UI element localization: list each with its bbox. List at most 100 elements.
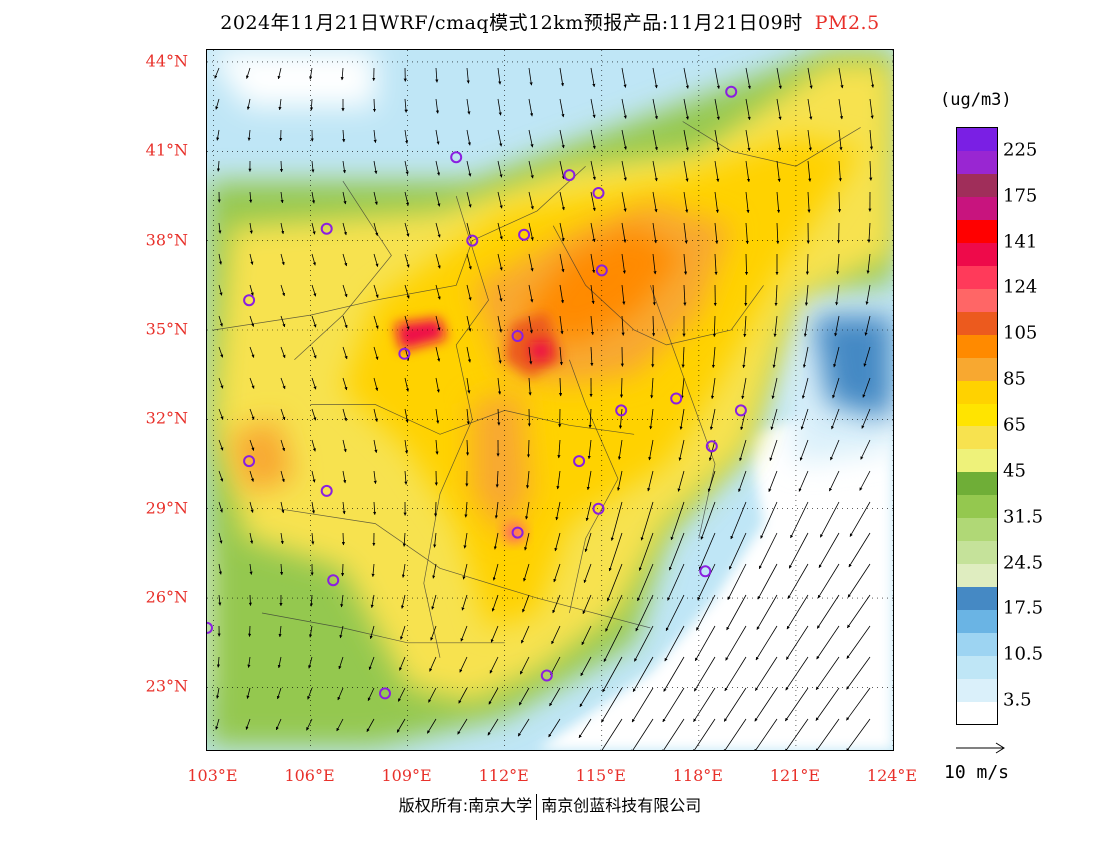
wind-arrow	[218, 253, 223, 265]
wind-arrow	[559, 315, 564, 335]
lat-label: 26°N	[145, 587, 188, 607]
wind-arrow	[786, 594, 809, 630]
wind-arrow	[835, 284, 840, 306]
wind-arrow	[771, 377, 778, 400]
wind-arrow	[776, 129, 782, 152]
wind-arrow	[745, 191, 750, 214]
wind-arrow	[215, 98, 220, 110]
wind-arrow	[754, 718, 778, 750]
wind-arrow	[776, 222, 780, 245]
city-stations	[207, 85, 747, 700]
wind-arrow	[585, 501, 592, 522]
wind-arrow	[460, 625, 468, 642]
wind-arrow	[846, 656, 871, 690]
city-station-marker	[540, 669, 553, 682]
wind-arrow	[579, 687, 592, 708]
wind-arrow	[214, 67, 220, 79]
wind-arrow	[662, 687, 685, 723]
wind-arrow	[621, 222, 627, 243]
wind-arrow	[819, 501, 840, 538]
legend-swatch	[957, 563, 997, 587]
wind-arrow	[582, 594, 592, 615]
wind-arrow	[862, 377, 871, 398]
wind-arrow	[249, 191, 253, 203]
province-border	[294, 180, 392, 361]
wind-arrow	[741, 377, 747, 400]
copyright-left: 版权所有:南京大学	[398, 796, 533, 815]
wind-arrow	[457, 718, 468, 735]
wind-arrow	[590, 129, 596, 150]
wind-arrow	[341, 532, 345, 546]
legend-label: 65	[1003, 414, 1026, 436]
wind-arrow	[634, 625, 654, 662]
wind-arrow	[869, 160, 873, 181]
wind-arrow	[466, 315, 472, 332]
wind-arrow	[497, 129, 503, 147]
wind-arrow	[605, 594, 623, 632]
wind-arrow	[838, 67, 844, 89]
wind-arrow	[342, 160, 346, 174]
wind-arrow	[816, 594, 840, 629]
legend-label: 24.5	[1003, 552, 1044, 574]
wind-arrow	[249, 408, 255, 420]
wind-arrow	[550, 656, 561, 676]
wind-arrow	[280, 501, 285, 514]
wind-arrow	[495, 470, 499, 488]
wind-arrow	[817, 563, 840, 599]
title-main: 2024年11月21日WRF/cmaq模式12km预报产品:11月21日09时	[220, 12, 803, 34]
city-station-marker	[595, 264, 608, 277]
wind-reference-label: 10 m/s	[944, 762, 1010, 783]
wind-arrow	[638, 532, 654, 571]
wind-arrow	[525, 501, 530, 520]
lat-label: 29°N	[145, 498, 188, 518]
legend-label: 45	[1003, 460, 1026, 482]
legend-swatch	[957, 219, 997, 244]
wind-arrow	[373, 160, 378, 175]
wind-arrow	[799, 439, 809, 461]
wind-arrow	[396, 718, 406, 733]
wind-arrow	[700, 501, 716, 540]
wind-arrow	[773, 315, 778, 338]
wind-arrow	[581, 625, 592, 646]
wind-arrow	[770, 408, 778, 431]
concentration-patch	[342, 136, 861, 628]
wind-arrow	[400, 594, 406, 609]
wind-arrow	[528, 129, 534, 148]
wind-arrow	[218, 439, 224, 451]
wind-arrow	[754, 687, 778, 722]
wind-arrow	[608, 532, 623, 572]
wind-arrow	[493, 532, 499, 550]
wind-arrow	[559, 98, 565, 118]
city-station-marker	[450, 151, 463, 164]
wind-arrow	[647, 470, 654, 492]
wind-arrow	[311, 160, 315, 173]
province-border	[310, 404, 635, 435]
wind-arrow	[693, 687, 716, 722]
wind-arrow	[248, 594, 252, 606]
wind-arrow	[558, 377, 563, 397]
wind-arrow	[336, 718, 344, 732]
legend-swatch	[957, 678, 997, 702]
wind-arrow	[342, 129, 346, 143]
wind-arrow	[815, 687, 840, 721]
wind-arrow	[218, 284, 223, 296]
legend-swatch	[957, 632, 997, 656]
wind-arrow	[528, 191, 534, 210]
wind-arrow	[435, 284, 441, 300]
wind-arrow	[466, 253, 472, 270]
wind-arrow	[435, 98, 440, 114]
wind-arrow	[280, 532, 284, 545]
wind-arrow	[549, 687, 561, 707]
wind-arrow	[637, 563, 654, 602]
wind-arrow	[551, 625, 561, 645]
wind-arrow	[846, 687, 871, 721]
wind-arrow	[712, 315, 716, 338]
wind-arrow	[552, 594, 561, 614]
wind-arrow	[739, 439, 747, 462]
wind-arrow	[745, 129, 751, 152]
concentration-patch	[207, 50, 376, 107]
province-border	[552, 225, 764, 346]
legend-swatch	[957, 448, 997, 473]
wind-arrow	[434, 501, 438, 517]
wind-arrow	[399, 656, 406, 671]
